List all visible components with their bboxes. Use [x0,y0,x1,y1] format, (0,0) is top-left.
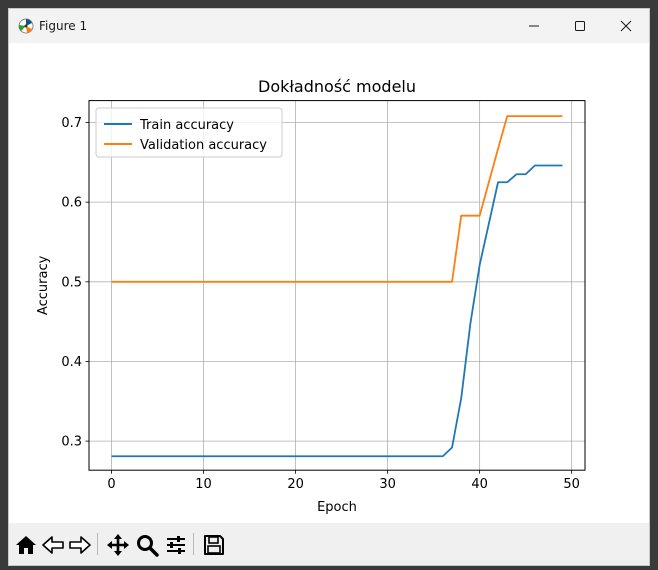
y-axis-label: Accuracy [36,255,51,315]
close-button[interactable] [603,9,649,43]
zoom-icon [137,535,159,557]
y-tick-label: 0.6 [61,196,82,211]
legend-train-label: Train accuracy [139,118,234,133]
validation-accuracy-line [111,115,563,283]
pan-icon [107,534,129,556]
y-tick-label: 0.7 [61,116,82,131]
forward-button[interactable] [67,532,93,558]
minimize-icon [529,25,539,27]
x-tick-label: 0 [107,477,115,492]
chart-title: Dokładność modelu [258,77,416,96]
train-accuracy-line [111,164,563,458]
chart: 0 10 20 30 40 50 0.3 0.4 0.5 0.6 0.7 Dokładność mo… [9,43,649,523]
close-icon [620,20,632,32]
pan-button[interactable] [105,532,131,558]
back-button[interactable] [40,532,66,558]
figure-canvas[interactable]: 0 10 20 30 40 50 0.3 0.4 0.5 0.6 0.7 Dokładność mo… [9,43,649,523]
x-tick-label: 20 [287,477,304,492]
save-icon [204,535,224,555]
y-tick-label: 0.4 [61,355,82,370]
figure-window: Figure 1 0 10 20 30 40 50 0.3 0.4 0.5 0.6 0.7 Dokł… [8,8,650,566]
back-icon [42,536,64,554]
legend-validation-label: Validation accuracy [140,138,267,153]
y-tick-label: 0.3 [61,435,82,450]
home-icon [16,536,36,554]
x-tick-label: 10 [195,477,212,492]
maximize-icon [575,21,585,31]
legend: Train accuracy Validation accuracy [95,107,283,158]
x-tick-label: 40 [471,477,488,492]
x-axis-label: Epoch [317,500,357,515]
toolbar-separator [193,533,194,555]
navigation-toolbar [9,523,649,565]
x-tick-label: 50 [563,477,580,492]
title-bar[interactable]: Figure 1 [9,9,649,43]
axes-frame [88,100,586,471]
legend-box [95,107,283,158]
minimize-button[interactable] [511,9,557,43]
forward-icon [69,536,91,554]
configure-subplots-icon [167,536,185,554]
save-button[interactable] [201,532,227,558]
zoom-button[interactable] [134,532,160,558]
home-button[interactable] [13,532,39,558]
toolbar-separator [97,533,98,555]
window-title: Figure 1 [39,19,88,33]
y-tick-label: 0.5 [61,275,82,290]
configure-subplots-button[interactable] [163,532,189,558]
matplotlib-logo-icon [18,18,34,34]
maximize-button[interactable] [557,9,603,43]
x-tick-label: 30 [379,477,396,492]
